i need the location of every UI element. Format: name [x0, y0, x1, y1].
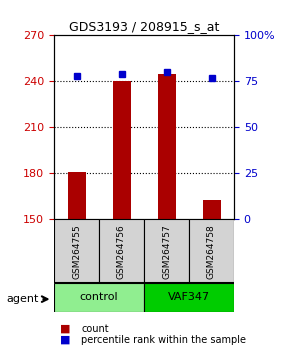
Text: control: control	[80, 292, 118, 302]
Bar	[202, 200, 220, 219]
Text: agent: agent	[6, 294, 38, 304]
FancyBboxPatch shape	[144, 283, 234, 312]
Text: percentile rank within the sample: percentile rank within the sample	[81, 335, 246, 345]
Text: GSM264756: GSM264756	[117, 224, 126, 279]
Text: GDS3193 / 208915_s_at: GDS3193 / 208915_s_at	[69, 20, 219, 33]
Text: GSM264755: GSM264755	[72, 224, 81, 279]
Text: GSM264757: GSM264757	[162, 224, 171, 279]
FancyBboxPatch shape	[144, 219, 189, 283]
Text: GSM264758: GSM264758	[207, 224, 216, 279]
Text: ■: ■	[60, 324, 70, 333]
Bar	[68, 172, 85, 219]
Bar	[112, 81, 130, 219]
Text: ■: ■	[60, 335, 70, 345]
FancyBboxPatch shape	[189, 219, 234, 283]
FancyBboxPatch shape	[54, 219, 99, 283]
Text: VAF347: VAF347	[168, 292, 210, 302]
Bar	[158, 74, 175, 219]
FancyBboxPatch shape	[54, 283, 144, 312]
FancyBboxPatch shape	[99, 219, 144, 283]
Text: count: count	[81, 324, 109, 333]
